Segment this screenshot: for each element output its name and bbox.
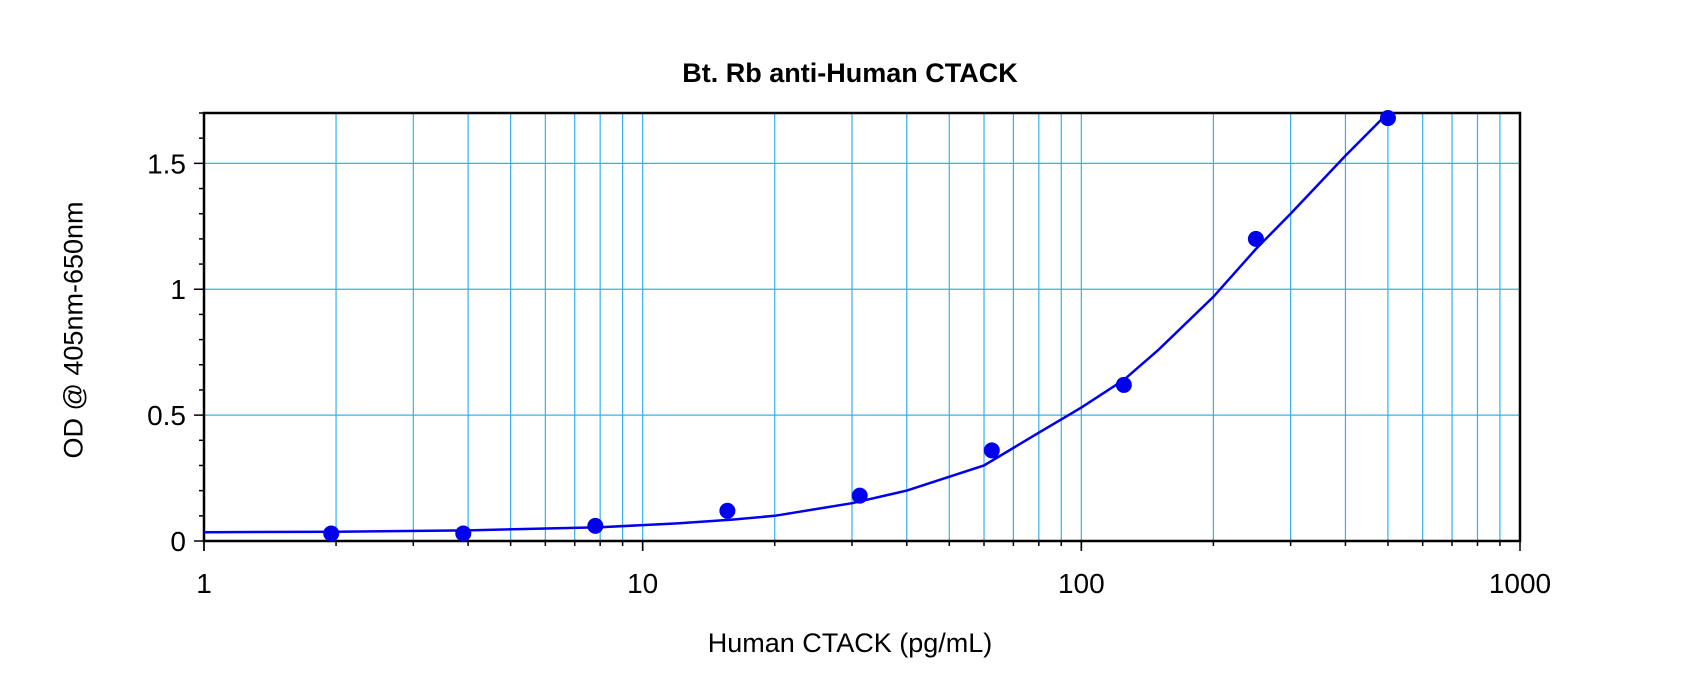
y-tick-label: 0 (170, 526, 186, 557)
plot-frame (202, 111, 1522, 543)
x-tick-label: 10 (627, 568, 658, 599)
data-point (455, 525, 472, 542)
x-tick-label: 1 (196, 568, 212, 599)
data-point (851, 487, 868, 504)
data-point (1379, 110, 1396, 127)
data-point (587, 517, 604, 534)
data-point (983, 442, 1000, 459)
y-tick-label: 1 (170, 274, 186, 305)
data-point (1115, 376, 1132, 393)
y-tick-label: 1.5 (147, 148, 186, 179)
data-point (1247, 230, 1264, 247)
fit-curve (203, 112, 1389, 534)
data-point (323, 525, 340, 542)
x-axis-label: Human CTACK (pg/mL) (707, 628, 993, 658)
x-tick-label: 1000 (1489, 568, 1551, 599)
data-point (719, 502, 736, 519)
y-tick-label: 0.5 (147, 400, 186, 431)
chart-title: Bt. Rb anti-Human CTACK (682, 58, 1018, 88)
x-tick-label: 100 (1058, 568, 1105, 599)
